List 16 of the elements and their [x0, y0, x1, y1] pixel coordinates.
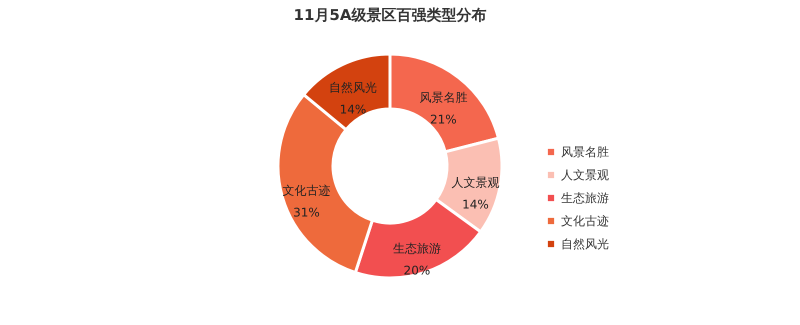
legend-label: 生态旅游 [561, 191, 609, 205]
data-label: 14% [340, 102, 366, 116]
chart-title: 11月5A级景区百强类型分布 [294, 6, 486, 24]
data-label: 31% [293, 205, 320, 220]
data-label: 21% [430, 112, 457, 126]
slice-label: 自然风光 [328, 80, 377, 94]
legend-label: 人文景观 [561, 168, 609, 182]
slice-label: 风景名胜 [419, 90, 468, 104]
legend-label: 风景名胜 [561, 145, 609, 159]
slice-label: 文化古迹 [282, 183, 330, 198]
slice-label: 人文景观 [451, 175, 500, 190]
data-label: 14% [462, 197, 489, 212]
data-label: 20% [404, 264, 430, 278]
legend-label: 文化古迹 [561, 214, 609, 228]
slice-label: 生态旅游 [392, 242, 441, 256]
legend-label: 自然风光 [561, 237, 609, 251]
